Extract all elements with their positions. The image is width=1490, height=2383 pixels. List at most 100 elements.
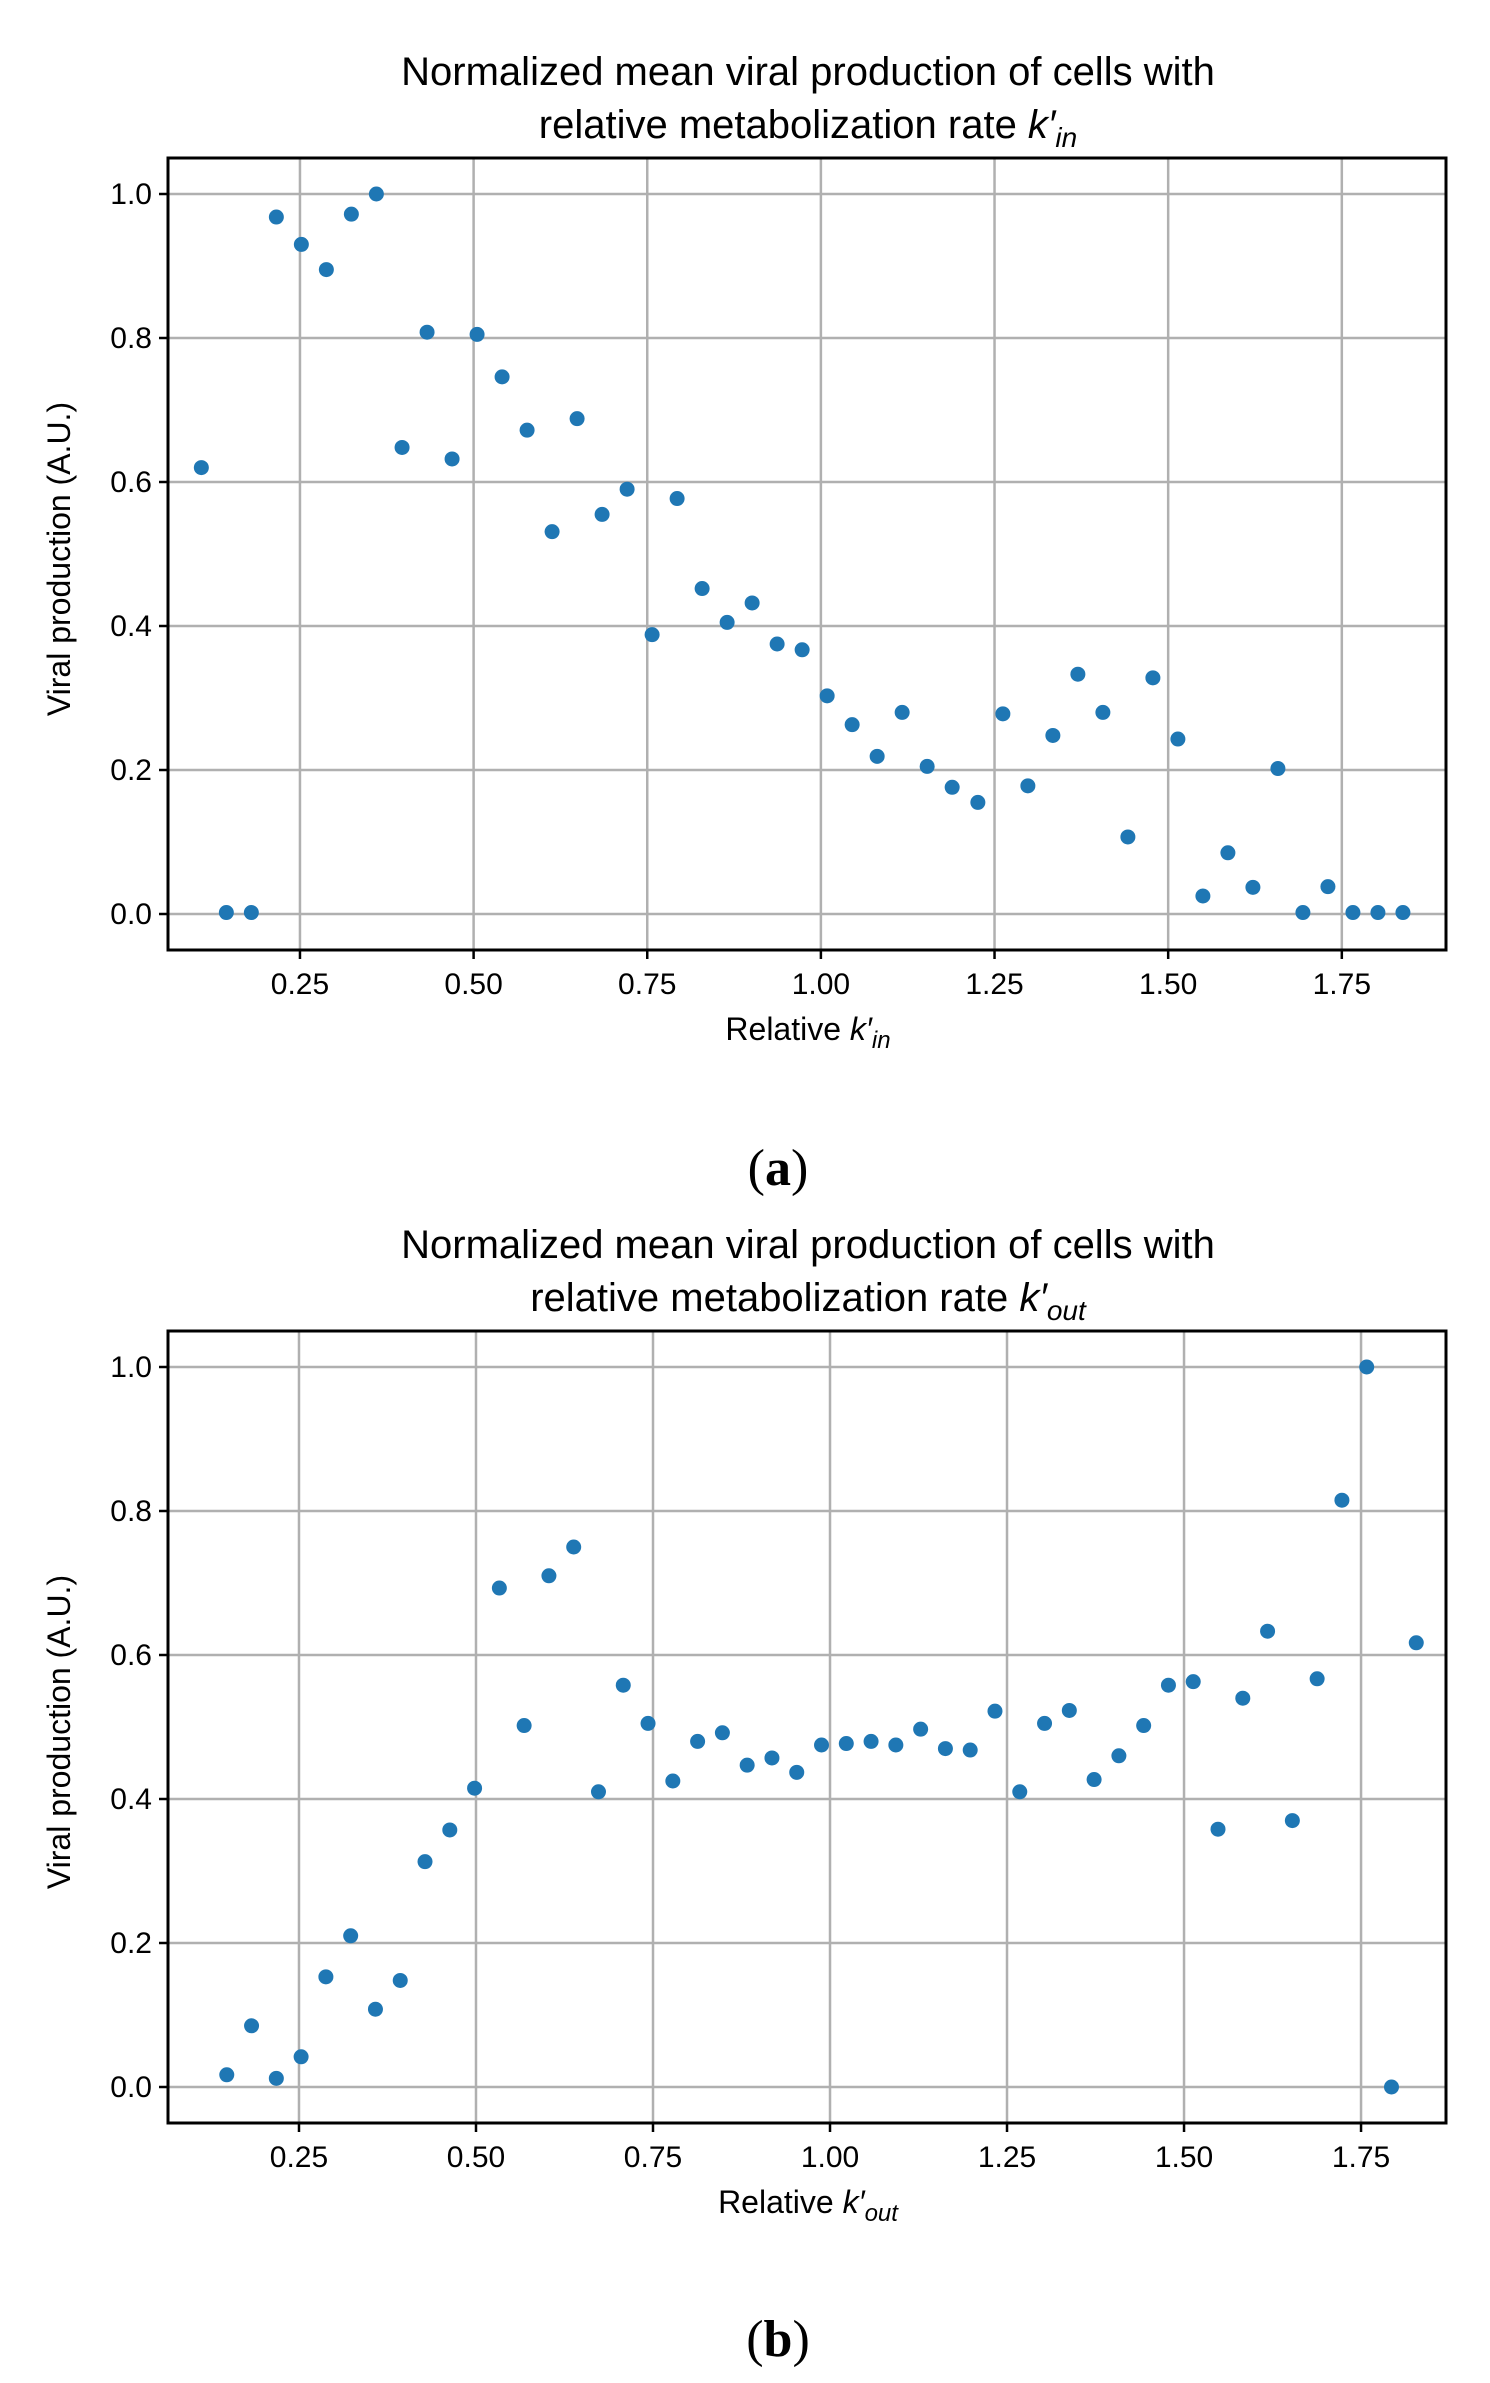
data-point — [769, 636, 785, 652]
data-point — [392, 1972, 408, 1988]
data-point — [1145, 670, 1161, 686]
chart-title-line2: relative metabolization rate k′out — [530, 1276, 1087, 1326]
data-point — [794, 642, 810, 658]
data-point — [1185, 1674, 1201, 1690]
data-point — [293, 2049, 309, 2065]
data-point — [669, 491, 685, 507]
chart-title-line2: relative metabolization rate k′in — [539, 103, 1077, 153]
x-axis-label-symbol: k′ — [843, 2184, 866, 2220]
data-point — [1235, 1690, 1251, 1706]
data-point — [1045, 727, 1061, 743]
data-point — [615, 1677, 631, 1693]
data-point — [419, 324, 435, 340]
data-point — [1070, 666, 1086, 682]
x-axis-label-subscript: out — [865, 2200, 900, 2227]
chart-title-line1: Normalized mean viral production of cell… — [401, 1223, 1215, 1267]
data-point — [1320, 879, 1336, 895]
data-point — [394, 439, 410, 455]
data-point — [1359, 1359, 1375, 1375]
data-point — [343, 206, 359, 222]
panel-label-b: (b) — [746, 2311, 810, 2368]
plot-area-a: 0.25 0.50 0.75 1.00 1.25 1.50 1.75 0.0 0.2 0.4 0.6… — [110, 156, 1448, 1001]
data-point — [1095, 704, 1111, 720]
plot-frame — [166, 1329, 1448, 2125]
data-point — [318, 1969, 334, 1985]
chart-title-subscript: out — [1047, 1295, 1087, 1326]
data-point — [1334, 1492, 1350, 1508]
data-point — [919, 758, 935, 774]
data-point — [644, 627, 660, 643]
data-point — [1245, 879, 1261, 895]
data-point — [1260, 1623, 1276, 1639]
y-tick-label: 0.4 — [110, 1783, 152, 1816]
data-point — [1170, 731, 1186, 747]
data-point — [888, 1737, 904, 1753]
data-point — [744, 595, 760, 611]
x-axis-label: Relative k′out — [718, 2184, 899, 2227]
data-point — [318, 262, 334, 278]
x-axis-label: Relative k′in — [725, 1011, 890, 1054]
y-tick-label: 0.2 — [110, 754, 152, 787]
data-point — [218, 905, 234, 921]
data-point — [1120, 829, 1136, 845]
x-axis-label-subscript: in — [872, 1027, 891, 1054]
data-point — [719, 614, 735, 630]
data-point — [944, 779, 960, 795]
data-point — [714, 1725, 730, 1741]
plot-area-b: 0.25 0.50 0.75 1.00 1.25 1.50 1.75 0.0 0.2 0.4 0.6… — [110, 1329, 1448, 2174]
data-point — [1111, 1748, 1127, 1764]
x-tick-label: 0.75 — [618, 968, 676, 1001]
x-tick-label: 1.25 — [965, 968, 1023, 1001]
x-tick-label: 1.50 — [1155, 2141, 1213, 2174]
data-point — [491, 1580, 507, 1596]
chart-panel-b: Normalized mean viral production of cell… — [41, 1223, 1448, 2368]
y-tick-label: 0.0 — [110, 898, 152, 931]
data-point — [516, 1718, 532, 1734]
panel-label-b-letter: b — [764, 2311, 793, 2368]
y-tick-label: 0.6 — [110, 466, 152, 499]
data-point — [268, 2070, 284, 2086]
data-point — [694, 581, 710, 597]
data-point — [1037, 1715, 1053, 1731]
data-point — [962, 1742, 978, 1758]
data-point — [1345, 905, 1361, 921]
data-point — [814, 1737, 830, 1753]
data-point — [1309, 1671, 1325, 1687]
data-point — [569, 411, 585, 427]
data-point — [244, 2018, 260, 2034]
data-point — [467, 1780, 483, 1796]
x-tick-label: 1.50 — [1139, 968, 1197, 1001]
data-point — [1295, 905, 1311, 921]
data-point — [219, 2067, 235, 2083]
data-point — [1408, 1635, 1424, 1651]
x-tick-label: 0.50 — [447, 2141, 505, 2174]
x-tick-label: 1.25 — [978, 2141, 1036, 2174]
data-point — [442, 1822, 458, 1838]
x-tick-label: 1.00 — [792, 968, 850, 1001]
data-point — [193, 460, 209, 476]
chart-panel-a: Normalized mean viral production of cell… — [41, 50, 1448, 1197]
data-point — [519, 422, 535, 438]
data-point — [1195, 888, 1211, 904]
chart-title-symbol: k′ — [1028, 103, 1057, 147]
y-tick-label: 0.4 — [110, 610, 152, 643]
data-point — [590, 1784, 606, 1800]
data-point — [1383, 2079, 1399, 2095]
panel-label-a: (a) — [748, 1140, 809, 1197]
data-point — [1020, 778, 1036, 794]
data-point — [1284, 1813, 1300, 1829]
data-point — [894, 704, 910, 720]
x-tick-label: 0.75 — [624, 2141, 682, 2174]
data-point — [566, 1539, 582, 1555]
data-point — [838, 1736, 854, 1752]
data-point — [995, 706, 1011, 722]
x-axis-label-prefix: Relative — [725, 1011, 850, 1047]
data-point — [368, 186, 384, 202]
data-point — [243, 905, 259, 921]
data-point — [665, 1773, 681, 1789]
y-tick-label: 0.8 — [110, 1495, 152, 1528]
x-axis-label-symbol: k′ — [850, 1011, 873, 1047]
data-point — [619, 481, 635, 497]
data-point — [844, 717, 860, 733]
data-point — [1086, 1772, 1102, 1788]
